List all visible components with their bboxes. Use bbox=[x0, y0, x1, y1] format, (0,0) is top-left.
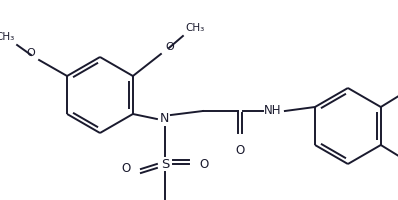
Text: O: O bbox=[235, 144, 244, 157]
Text: O: O bbox=[26, 48, 35, 58]
Text: O: O bbox=[122, 162, 131, 176]
Text: O: O bbox=[165, 42, 174, 52]
Text: O: O bbox=[199, 158, 208, 170]
Text: CH₃: CH₃ bbox=[0, 32, 15, 42]
Text: NH: NH bbox=[264, 104, 282, 117]
Text: CH₃: CH₃ bbox=[185, 23, 204, 33]
Text: N: N bbox=[160, 112, 170, 126]
Text: S: S bbox=[161, 158, 169, 170]
